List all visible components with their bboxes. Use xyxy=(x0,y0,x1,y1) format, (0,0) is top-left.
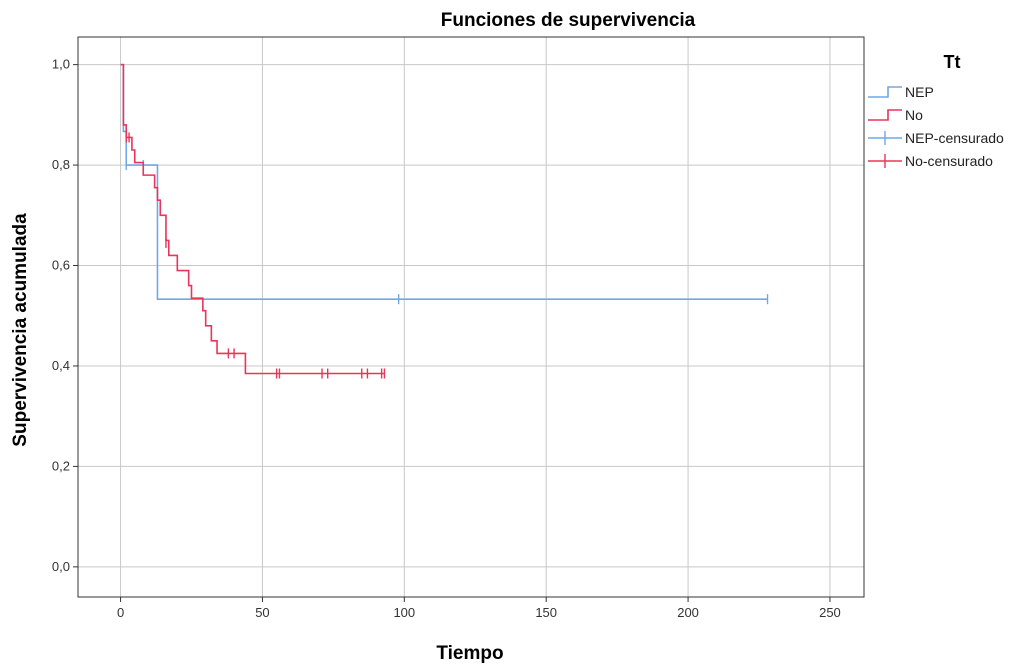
series-no-line xyxy=(120,63,385,375)
legend-label: No-censurado xyxy=(905,153,993,169)
plot-frame xyxy=(77,36,865,598)
x-tick-label: 0 xyxy=(117,605,124,620)
y-tick-label: 0,6 xyxy=(52,258,70,273)
legend-label: NEP-censurado xyxy=(905,130,1004,146)
grid-lines xyxy=(78,37,864,597)
x-tick-label: 150 xyxy=(535,605,557,620)
legend-line-swatch xyxy=(868,86,902,98)
y-axis-label: Supervivencia acumulada xyxy=(10,213,31,447)
axis-ticks: 0 50 100 150 200 250 0,0 0,2 0,4 0,6 0,8 1,0 xyxy=(52,57,841,620)
y-tick-label: 0,2 xyxy=(52,458,70,473)
x-tick-label: 250 xyxy=(819,605,841,620)
y-tick-label: 1,0 xyxy=(52,57,70,72)
y-tick-label: 0,0 xyxy=(52,559,70,574)
series-layer xyxy=(120,63,769,379)
legend-label: NEP xyxy=(905,84,934,100)
x-tick-label: 100 xyxy=(393,605,415,620)
legend-entry: NEP-censurado xyxy=(868,130,1004,146)
x-axis-label: Tiempo xyxy=(436,643,503,664)
legend-title: Tt xyxy=(944,52,961,72)
legend-entry: NEP xyxy=(868,84,934,100)
legend-entry: No-censurado xyxy=(868,153,993,169)
legend: NEP No NEP-censurado No-censurado xyxy=(868,84,1004,169)
legend-label: No xyxy=(905,107,923,123)
x-tick-label: 50 xyxy=(255,605,269,620)
y-tick-label: 0,4 xyxy=(52,358,70,373)
legend-entry: No xyxy=(868,107,923,123)
y-tick-label: 0,8 xyxy=(52,157,70,172)
chart-title: Funciones de supervivencia xyxy=(441,10,696,31)
series-nep-line xyxy=(120,63,768,300)
legend-line-swatch xyxy=(868,109,902,121)
x-tick-label: 200 xyxy=(677,605,699,620)
